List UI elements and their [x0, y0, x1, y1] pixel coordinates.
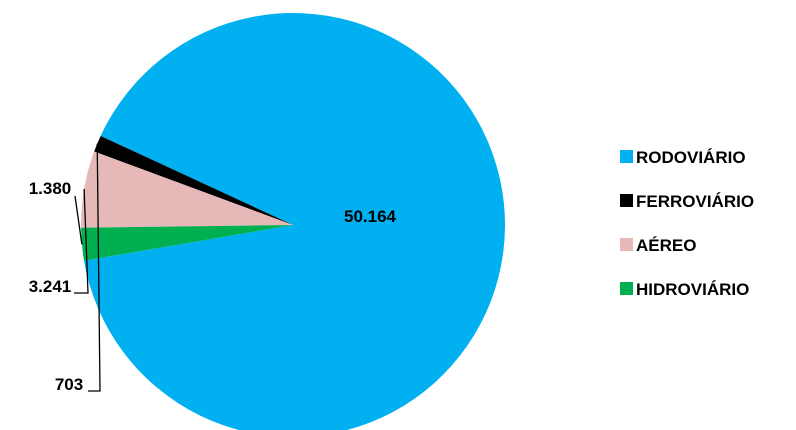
leader-line-hidroviario	[74, 195, 83, 245]
pie-slices	[81, 13, 505, 430]
data-labels: 50.164 1.380 3.241 703	[29, 179, 397, 394]
legend-label-aereo: AÉREO	[636, 236, 696, 255]
legend-swatch-aereo	[620, 238, 633, 251]
legend: RODOVIÁRIO FERROVIÁRIO AÉREO HIDROVIÁRIO	[620, 148, 754, 299]
data-label-aereo: 3.241	[29, 277, 72, 296]
pie-slice-hidroviario	[81, 225, 294, 261]
legend-label-ferroviario: FERROVIÁRIO	[636, 192, 754, 211]
legend-label-hidroviario: HIDROVIÁRIO	[636, 280, 749, 299]
legend-label-rodoviario: RODOVIÁRIO	[636, 148, 746, 167]
pie-slice-aereo	[81, 151, 293, 228]
legend-swatch-rodoviario	[620, 150, 633, 163]
data-label-hidroviario: 1.380	[29, 179, 72, 198]
leader-line-aereo	[74, 188, 89, 294]
pie-slice-rodoviario	[84, 13, 505, 430]
pie-slice-ferroviario	[94, 135, 293, 225]
data-label-ferroviario: 703	[55, 375, 83, 394]
leader-line-ferroviario	[88, 143, 101, 392]
data-label-rodoviario: 50.164	[344, 207, 397, 226]
legend-swatch-ferroviario	[620, 194, 633, 207]
leader-lines	[74, 143, 101, 392]
legend-swatch-hidroviario	[620, 282, 633, 295]
